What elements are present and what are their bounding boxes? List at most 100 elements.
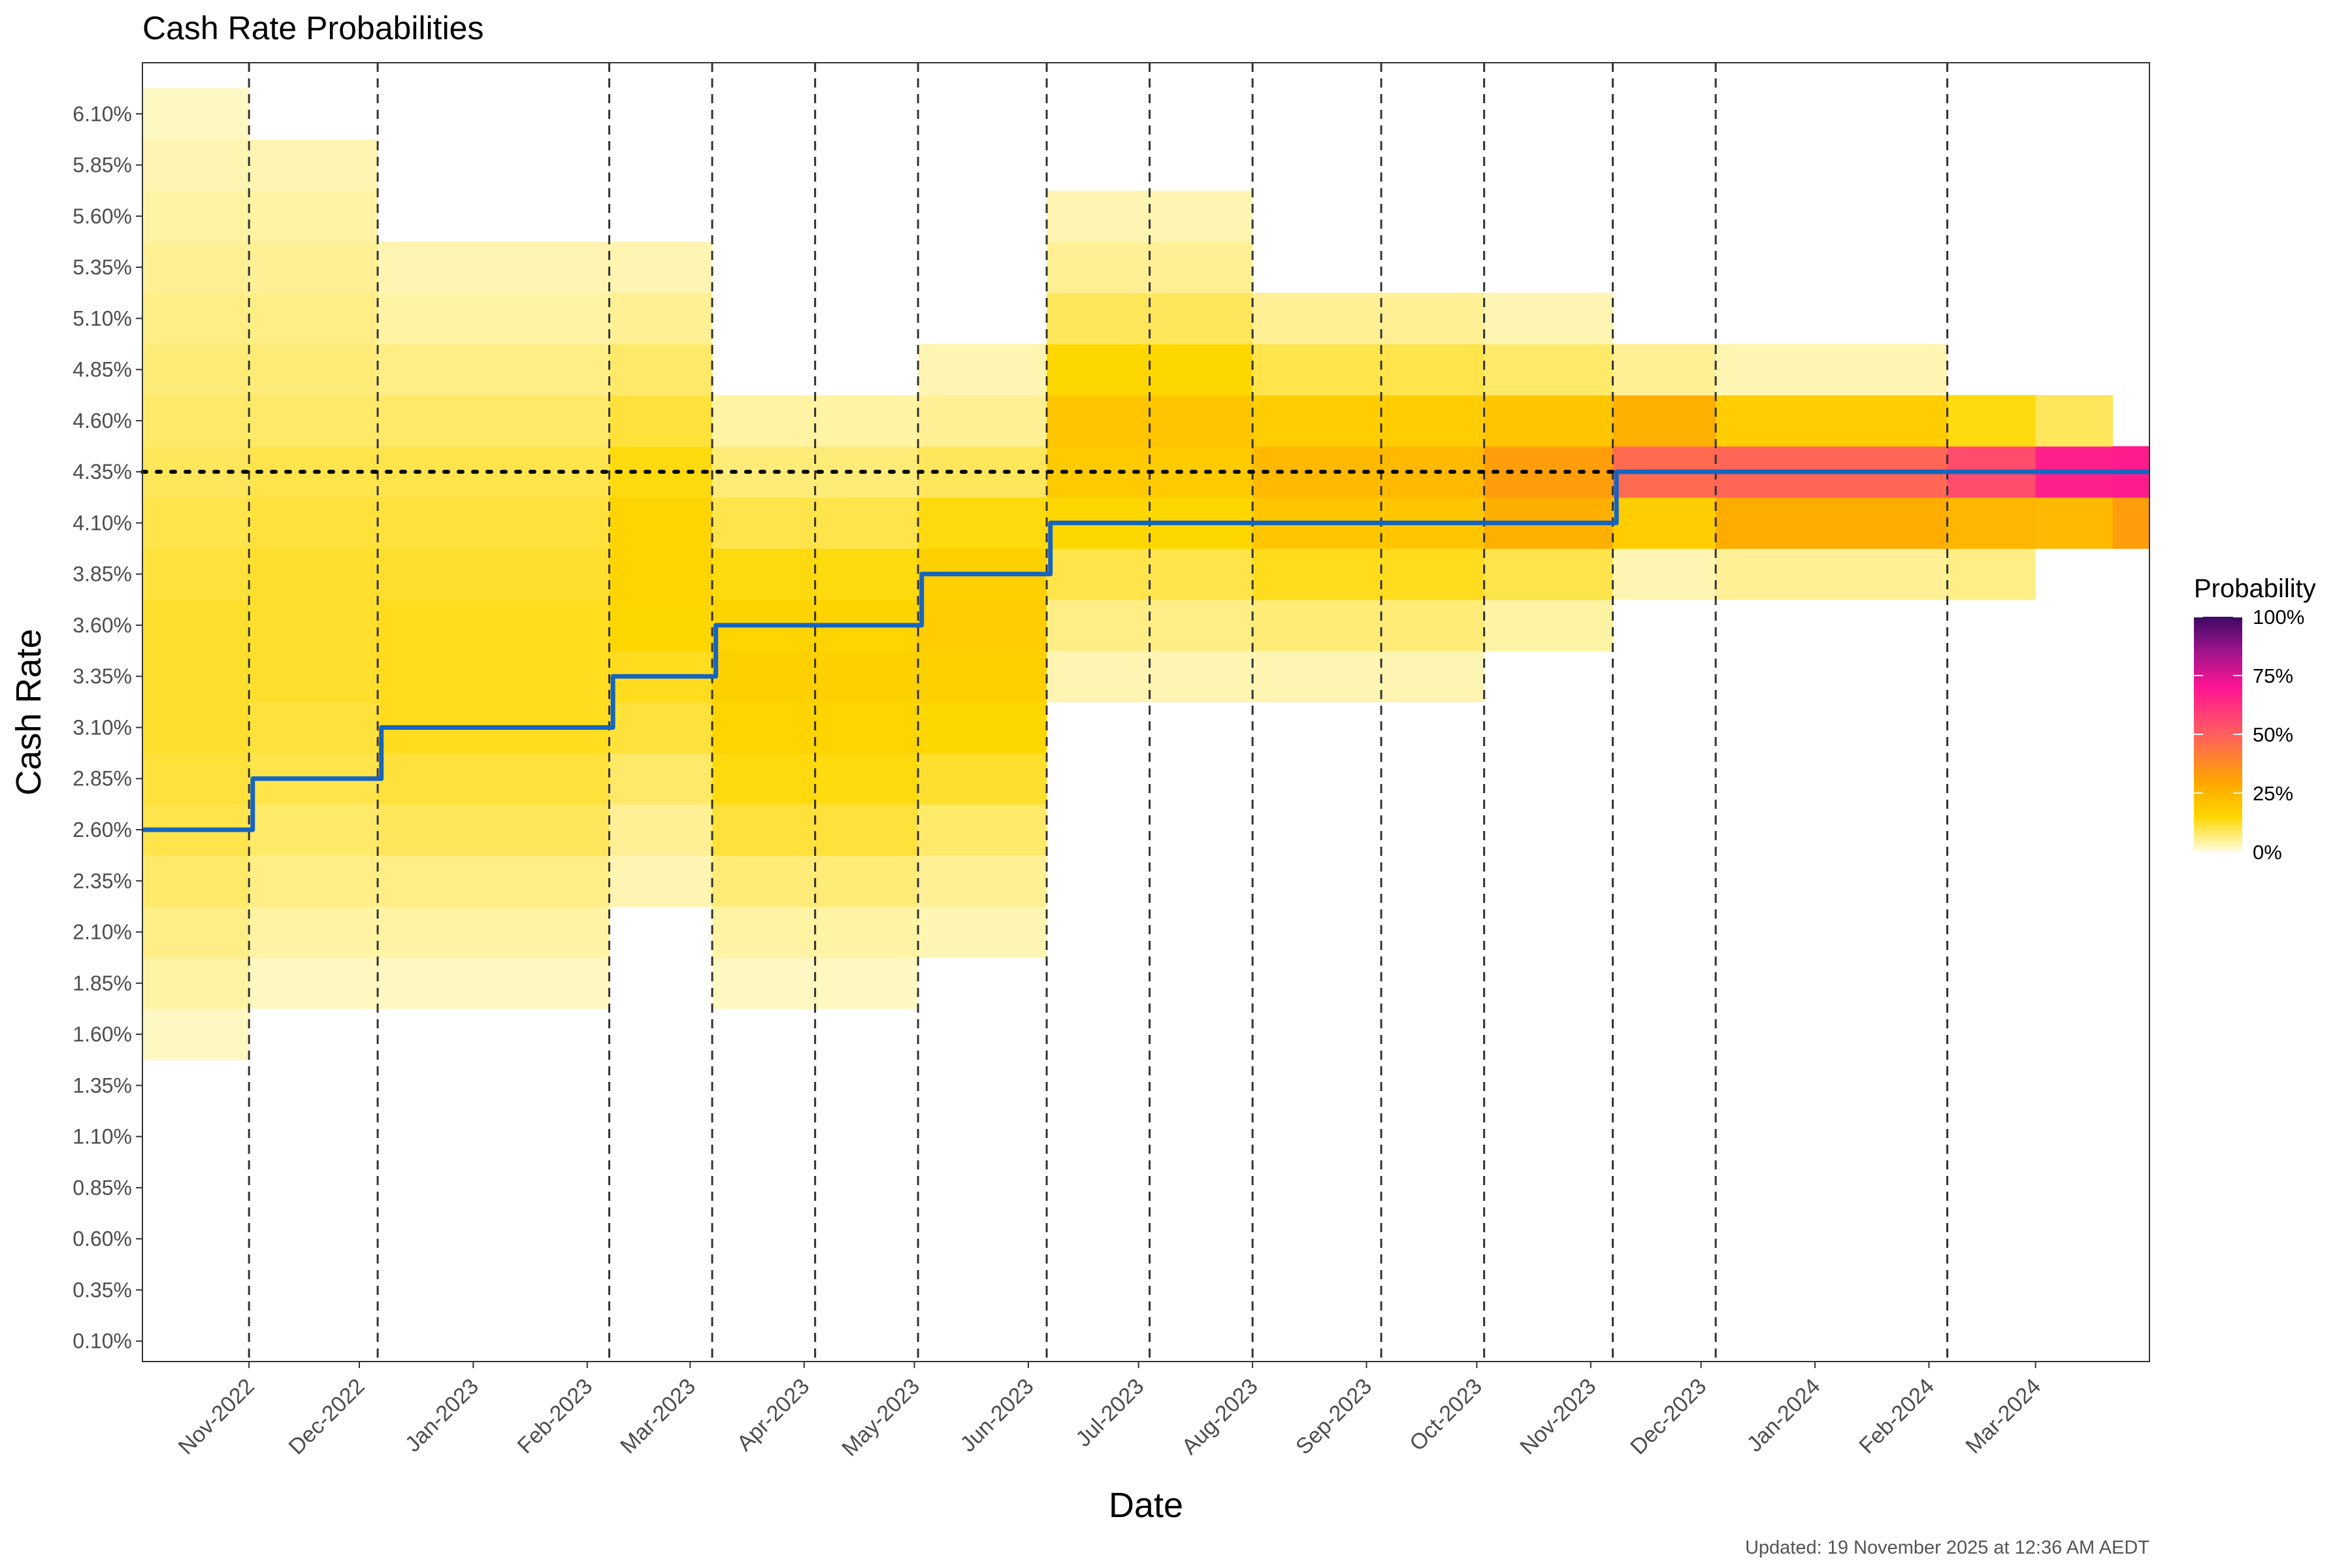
heatmap-cell (609, 855, 713, 907)
heatmap-cell (918, 906, 1047, 958)
heatmap-cell (609, 804, 713, 856)
heatmap-cell (249, 804, 378, 856)
heatmap-cell (1484, 395, 1614, 447)
y-tick-label: 2.60% (73, 818, 132, 841)
heatmap-cell (249, 957, 378, 1009)
y-tick-label: 3.85% (73, 563, 132, 586)
legend-tick-label: 0% (2253, 841, 2282, 864)
x-tick-label: Dec-2023 (1625, 1374, 1711, 1460)
y-tick-label: 6.10% (73, 102, 132, 125)
heatmap-cell (609, 753, 713, 805)
legend-tick-label: 25% (2253, 782, 2293, 805)
heatmap-cell (249, 906, 378, 958)
heatmap-cell (249, 344, 378, 396)
meeting-lines (248, 63, 1949, 1362)
heatmap-cell (1716, 497, 1948, 549)
heatmap-cell (249, 139, 378, 191)
x-tick-label: Nov-2022 (174, 1374, 259, 1460)
cash-rate-series-line (142, 469, 2149, 832)
y-tick-label: 5.35% (73, 255, 132, 279)
y-tick-label: 0.60% (73, 1227, 132, 1250)
heatmap-cell (249, 548, 378, 600)
heatmap-cell (378, 855, 610, 907)
heatmap-cell (1716, 344, 1948, 396)
heatmap-cell (1947, 548, 2036, 600)
heatmap-cell (1484, 599, 1614, 651)
heatmap-cell (142, 906, 250, 958)
heatmap-cell (142, 702, 250, 754)
heatmap-cell (142, 88, 250, 140)
heatmap-cell (1252, 293, 1485, 344)
x-tick-label: May-2023 (837, 1374, 924, 1462)
legend-title: Probability (2194, 574, 2316, 603)
heatmap-cell (712, 395, 919, 447)
heatmap-cell (1612, 395, 1716, 447)
x-tick-label: Jul-2023 (1071, 1374, 1149, 1452)
x-tick-label: Mar-2024 (1961, 1374, 2046, 1459)
x-tick-label: Mar-2023 (615, 1374, 700, 1459)
heatmap-cell (142, 293, 250, 344)
heatmap-cell (918, 395, 1047, 447)
heatmap-cell (609, 344, 713, 396)
x-axis-title: Date (1109, 1486, 1183, 1525)
heatmap-cell (142, 344, 250, 396)
heatmap-cell (918, 497, 1047, 549)
y-tick-label: 1.60% (73, 1022, 132, 1046)
heatmap-cell (918, 446, 1047, 498)
x-tick-label: Oct-2023 (1405, 1374, 1487, 1456)
x-tick-label: Sep-2023 (1291, 1374, 1377, 1460)
y-tick-label: 4.60% (73, 409, 132, 433)
heatmap-cell (142, 139, 250, 191)
heatmap-cell (918, 599, 1047, 651)
heatmap-cell (378, 599, 610, 651)
heatmap-cell (142, 651, 250, 702)
heatmap-cell (1252, 599, 1485, 651)
heatmap-cell (2035, 497, 2114, 549)
y-tick-label: 2.85% (73, 767, 132, 791)
heatmap-cell (378, 651, 610, 702)
x-tick-label: Jun-2023 (955, 1374, 1038, 1457)
x-tick-label: Aug-2023 (1177, 1374, 1263, 1460)
heatmap-cell (378, 344, 610, 396)
heatmap-cell (1612, 344, 1716, 396)
y-tick-label: 1.35% (73, 1073, 132, 1097)
y-tick-label: 2.35% (73, 869, 132, 892)
x-axis-ticks: Nov-2022 Dec-2022 Jan-2023 Feb-2023 Mar-2023… (174, 1362, 2046, 1462)
heatmap-cell (142, 599, 250, 651)
heatmap-cell (609, 293, 713, 344)
heatmap-cell (609, 241, 713, 293)
heatmap-cell (378, 548, 610, 600)
heatmap-cell (249, 395, 378, 447)
x-tick-label: Nov-2023 (1515, 1374, 1601, 1460)
heatmap-cell (142, 1008, 250, 1060)
heatmap-cell (712, 957, 919, 1009)
heatmap-cell (378, 497, 610, 549)
heatmap-cell (378, 241, 610, 293)
heatmap-cell (1252, 651, 1485, 702)
heatmap-cell (609, 702, 713, 754)
heatmap-cell (142, 753, 250, 805)
heatmap-cell (1047, 190, 1253, 242)
heatmap-cell (142, 497, 250, 549)
heatmap-cell (1047, 395, 1253, 447)
heatmap-cell (1947, 497, 2036, 549)
heatmap-cell (609, 497, 713, 549)
heatmap-cell (1252, 395, 1485, 447)
heatmap-cell (1612, 497, 1716, 549)
y-tick-label: 2.10% (73, 921, 132, 944)
heatmap-cell (2112, 497, 2149, 549)
heatmap-cell (378, 753, 610, 805)
heatmap-cell (918, 855, 1047, 907)
y-tick-label: 3.10% (73, 715, 132, 739)
y-tick-label: 0.10% (73, 1330, 132, 1353)
heatmap-cell (1484, 344, 1614, 396)
plot-panel-border (142, 62, 2150, 1362)
legend-tick-label: 75% (2253, 664, 2293, 687)
heatmap-cell (2035, 395, 2114, 447)
heatmap-cell (609, 599, 713, 651)
heatmap-cell (249, 855, 378, 907)
y-tick-label: 1.10% (73, 1125, 132, 1149)
x-tick-label: Apr-2023 (732, 1374, 815, 1456)
